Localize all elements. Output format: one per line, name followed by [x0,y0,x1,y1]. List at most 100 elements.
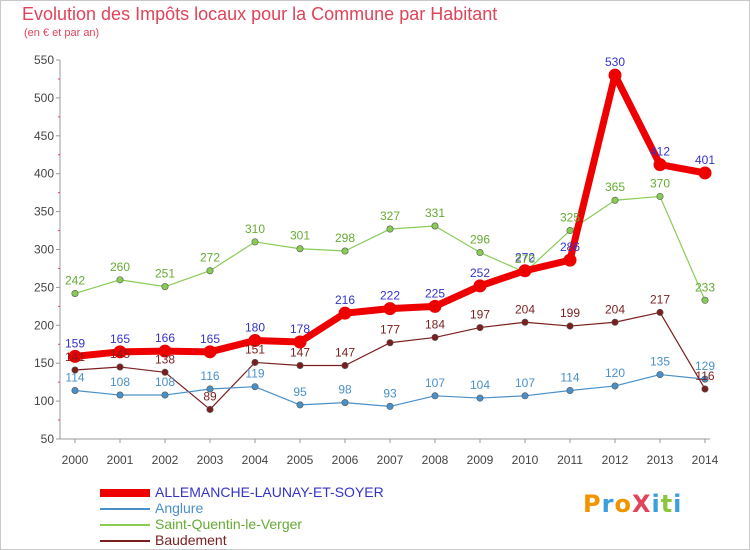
data-point [428,299,442,313]
legend-swatch [100,489,150,497]
y-tick-label: 400 [34,167,54,181]
x-tick-label: 2002 [152,453,179,467]
logo-letter: i [673,490,683,518]
y-tick-label: 300 [34,243,54,257]
data-label: 222 [380,289,400,303]
x-tick-label: 2009 [467,453,494,467]
data-label: 217 [650,292,670,306]
data-label: 251 [155,267,175,281]
x-tick-label: 2003 [197,453,224,467]
data-point [611,318,619,326]
data-point [116,276,124,284]
data-point [68,349,82,363]
data-point [116,391,124,399]
data-point [71,366,79,374]
data-label: 412 [650,145,670,159]
data-label: 95 [293,385,307,399]
logo-letter: r [601,490,615,518]
y-tick-label: 350 [34,205,54,219]
legend-label: Baudement [155,532,227,548]
data-label: 204 [605,302,625,316]
data-point [161,283,169,291]
data-label: 135 [650,355,670,369]
y-tick-label: 450 [34,129,54,143]
data-label: 530 [605,55,625,69]
data-point [296,245,304,253]
data-point [701,296,709,304]
data-label: 108 [110,375,130,389]
data-point [296,401,304,409]
data-label: 260 [110,260,130,274]
data-point [701,385,709,393]
y-tick-label: 50 [41,432,55,446]
data-point [431,333,439,341]
data-point [518,264,532,278]
data-point [431,222,439,230]
data-point [341,361,349,369]
x-tick-label: 2004 [242,453,269,467]
data-label: 298 [335,231,355,245]
data-point [113,345,127,359]
data-point [473,279,487,293]
data-point [293,335,307,349]
data-label: 177 [380,323,400,337]
logo-letter: t [660,490,674,518]
data-point [386,225,394,233]
x-tick-label: 2006 [332,453,359,467]
data-label: 151 [245,342,265,356]
data-point [71,386,79,394]
data-point [566,386,574,394]
data-point [341,399,349,407]
data-label: 107 [515,376,535,390]
data-label: 114 [65,370,84,384]
data-label: 180 [245,320,265,334]
data-point [701,375,709,383]
data-label: 178 [290,322,310,336]
data-label: 147 [335,345,355,359]
y-tick-label: 100 [34,394,54,408]
x-tick-label: 2011 [557,453,583,467]
x-tick-label: 2008 [422,453,449,467]
data-label: 233 [695,280,715,294]
data-point [431,392,439,400]
data-point [476,394,484,402]
series-lines [68,68,712,413]
data-label: 199 [560,306,580,320]
data-point [158,344,172,358]
data-label: 129 [695,359,715,373]
data-label: 216 [335,293,355,307]
logo-letter: i [651,490,661,518]
data-point [476,249,484,257]
x-tick-label: 2014 [692,453,719,467]
data-label: 296 [470,233,490,247]
data-point [116,363,124,371]
data-point [161,391,169,399]
y-tick-label: 500 [34,91,54,105]
legend-swatch [100,524,150,526]
data-point [521,392,529,400]
legend-label: Saint-Quentin-le-Verger [155,516,303,532]
data-point [341,247,349,255]
data-label: 272 [515,251,535,265]
data-label: 225 [425,286,445,300]
x-tick-label: 2012 [602,453,629,467]
x-tick-label: 2007 [377,453,404,467]
data-label: 166 [155,331,175,345]
data-label: 98 [338,383,352,397]
y-tick-label: 550 [34,53,54,67]
data-label: 327 [380,209,400,223]
data-point [656,192,664,200]
chart-subtitle: (en € et par an) [24,27,100,39]
logo-letter: o [614,490,632,518]
y-tick-label: 150 [34,356,54,370]
data-label: 116 [695,369,714,383]
data-label: 370 [650,176,670,190]
x-tick-label: 2000 [62,453,89,467]
data-label: 165 [110,332,130,346]
data-point [563,253,577,267]
data-point [206,267,214,275]
data-point [161,368,169,376]
data-point [383,302,397,316]
data-point [653,158,667,172]
